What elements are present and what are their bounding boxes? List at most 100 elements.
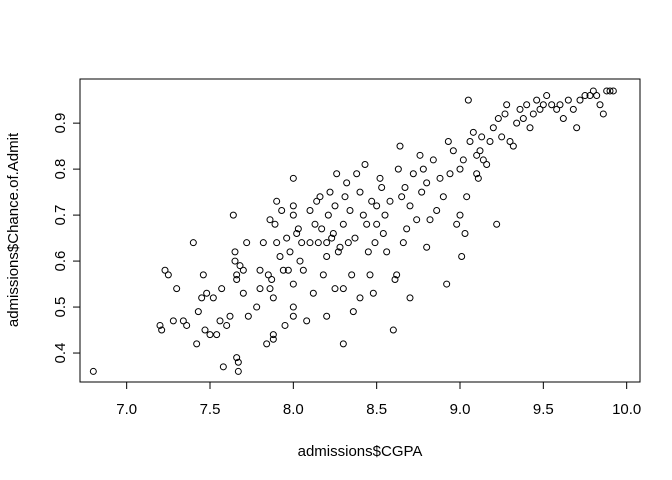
point — [289, 303, 297, 311]
point — [559, 115, 567, 123]
point — [336, 243, 344, 251]
point — [243, 239, 251, 247]
point — [449, 147, 457, 155]
point — [593, 92, 601, 100]
point — [339, 220, 347, 228]
point — [373, 220, 381, 228]
point — [281, 321, 289, 329]
point — [161, 266, 169, 274]
point — [459, 156, 467, 164]
y-tick-label: 0.7 — [52, 205, 69, 226]
point — [273, 239, 281, 247]
point — [533, 96, 541, 104]
point — [464, 96, 472, 104]
point — [183, 321, 191, 329]
point — [548, 101, 556, 109]
x-tick-label: 9.5 — [533, 401, 554, 418]
point — [226, 312, 234, 320]
point — [461, 229, 469, 237]
point — [234, 358, 242, 366]
point — [363, 220, 371, 228]
point — [286, 248, 294, 256]
point — [209, 294, 217, 302]
point — [436, 174, 444, 182]
point — [419, 165, 427, 173]
point — [393, 271, 401, 279]
point — [386, 197, 394, 205]
point — [476, 147, 484, 155]
point — [173, 285, 181, 293]
point — [489, 124, 497, 132]
point — [203, 289, 211, 297]
x-tick-label: 9.0 — [450, 401, 471, 418]
x-tick-label: 7.0 — [116, 401, 137, 418]
y-axis-label: admissions$Chance.of.Admit — [5, 132, 22, 327]
point — [276, 252, 284, 260]
point — [278, 206, 286, 214]
point — [213, 331, 221, 339]
point — [536, 105, 544, 113]
point — [303, 317, 311, 325]
point — [391, 275, 399, 283]
point — [323, 239, 331, 247]
point — [569, 105, 577, 113]
y-tick-label: 0.8 — [52, 159, 69, 180]
point — [298, 239, 306, 247]
point — [193, 340, 201, 348]
point — [458, 252, 466, 260]
point — [539, 101, 547, 109]
point — [339, 340, 347, 348]
point — [233, 271, 241, 279]
point — [423, 179, 431, 187]
point — [356, 294, 364, 302]
point — [239, 289, 247, 297]
point — [478, 133, 486, 141]
point — [236, 262, 244, 270]
point — [289, 280, 297, 288]
point — [394, 165, 402, 173]
point — [329, 229, 337, 237]
point — [479, 156, 487, 164]
point — [373, 202, 381, 210]
point — [244, 312, 252, 320]
point — [289, 174, 297, 182]
point — [311, 220, 319, 228]
point — [271, 220, 279, 228]
point — [501, 110, 509, 118]
point — [469, 128, 477, 136]
point — [364, 248, 372, 256]
point — [513, 119, 521, 127]
point — [586, 92, 594, 100]
point — [234, 367, 242, 375]
point — [314, 239, 322, 247]
point — [318, 225, 326, 233]
point — [474, 174, 482, 182]
point — [269, 335, 277, 343]
point — [556, 101, 564, 109]
point — [603, 87, 611, 95]
point — [576, 96, 584, 104]
point — [266, 216, 274, 224]
point — [231, 257, 239, 265]
point — [581, 92, 589, 100]
point — [259, 239, 267, 247]
point — [289, 211, 297, 219]
point — [233, 354, 241, 362]
point — [349, 308, 357, 316]
point — [256, 285, 264, 293]
point — [316, 193, 324, 201]
point — [296, 257, 304, 265]
point — [439, 193, 447, 201]
point — [368, 197, 376, 205]
point — [543, 92, 551, 100]
point — [418, 188, 426, 196]
point — [264, 271, 272, 279]
point — [433, 206, 441, 214]
x-axis-label: admissions$CGPA — [298, 443, 423, 460]
point — [289, 202, 297, 210]
point — [406, 294, 414, 302]
point — [158, 326, 166, 334]
point — [344, 239, 352, 247]
point — [519, 115, 527, 123]
point — [223, 321, 231, 329]
